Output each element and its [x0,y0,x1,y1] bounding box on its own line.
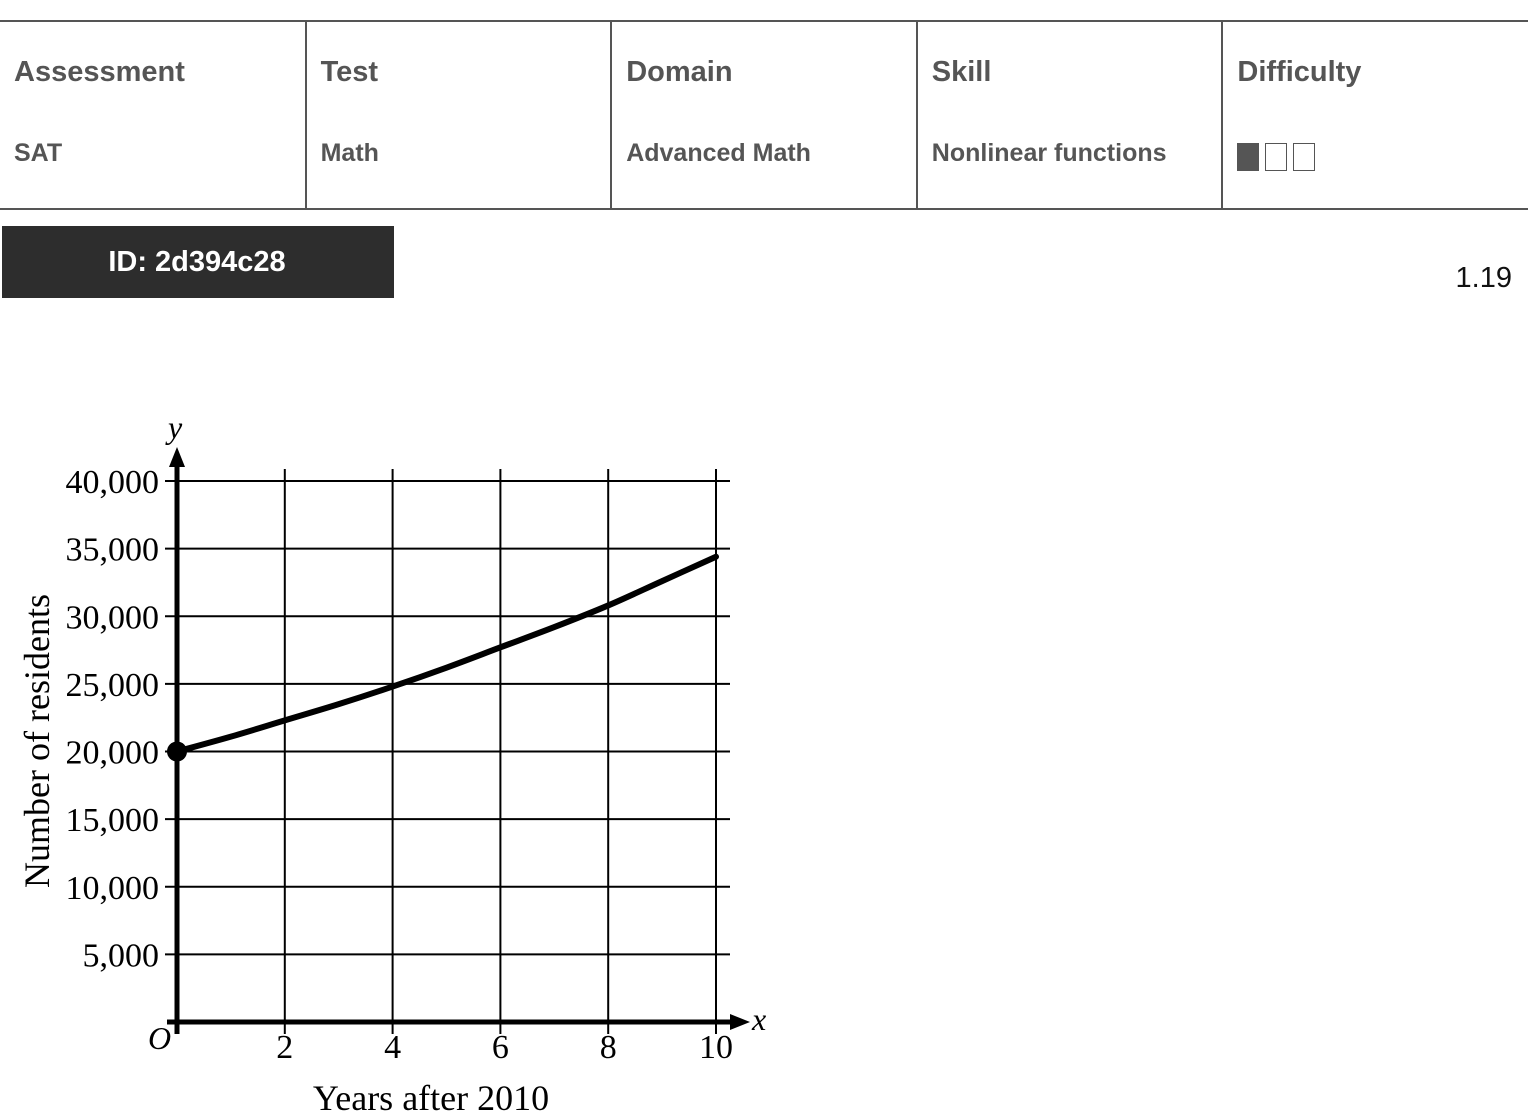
x-tick-label: 10 [699,1029,733,1066]
grid [165,469,730,1034]
y-axis-arrow [169,447,185,467]
value-test: Math [304,115,613,210]
y-tick-label: 10,000 [66,870,160,907]
header-difficulty: Difficulty [1221,20,1528,115]
y-axis-symbol: y [165,409,183,445]
question-meta-table: Assessment Test Domain Skill Difficulty … [0,20,1528,210]
residents-line-chart: 5,000 10,000 15,000 20,000 25,000 30,000 35,00… [17,409,766,1118]
difficulty-box-empty [1265,143,1288,171]
x-tick-label: 8 [600,1029,617,1066]
x-tick-label: 4 [384,1029,401,1066]
y-tick-label: 15,000 [66,802,160,839]
y-tick-label: 35,000 [66,532,160,569]
difficulty-box-empty [1293,143,1316,171]
y-tick-label: 30,000 [66,599,160,636]
y-axis-label: Number of residents [17,594,57,888]
difficulty-box-filled [1237,143,1260,171]
x-tick-label: 6 [492,1029,509,1066]
question-id: ID: 2d394c28 [108,245,286,278]
value-domain: Advanced Math [610,115,918,210]
header-assessment: Assessment [0,20,307,115]
x-tick-label: 2 [276,1029,293,1066]
axes [167,447,750,1034]
x-axis-label: Years after 2010 [313,1078,549,1118]
x-axis-symbol: x [751,1001,766,1037]
value-difficulty [1221,115,1528,210]
x-axis-arrow [730,1014,750,1030]
difficulty-indicator [1237,143,1514,171]
value-skill: Nonlinear functions [915,115,1224,210]
series [167,553,719,762]
version-number: 1.19 [1455,262,1512,294]
y-tick-label: 40,000 [66,464,160,501]
tick-labels: 5,000 10,000 15,000 20,000 25,000 30,000 35,00… [66,464,734,1066]
question-id-badge: ID: 2d394c28 [2,226,394,298]
header-test: Test [304,20,613,115]
header-domain: Domain [610,20,918,115]
y-tick-label: 25,000 [66,667,160,704]
residents-curve [174,553,719,755]
y-tick-label: 20,000 [66,735,160,772]
start-point [167,741,187,762]
origin-label: O [148,1020,171,1056]
header-skill: Skill [915,20,1224,115]
value-assessment: SAT [0,115,307,210]
y-tick-label: 5,000 [83,937,160,974]
